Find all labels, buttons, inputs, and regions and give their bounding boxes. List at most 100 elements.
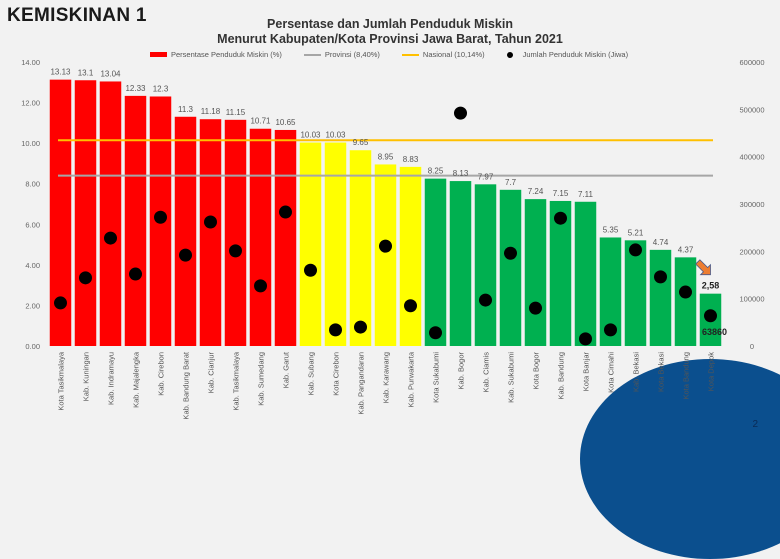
slide-number: 2 xyxy=(752,419,758,430)
bar-data-label: 9.65 xyxy=(353,138,369,147)
bar xyxy=(649,249,672,346)
bar-data-label: 12.33 xyxy=(125,84,146,93)
bar-data-label: 13.04 xyxy=(100,69,121,78)
x-category-label: Kab. Cirebon xyxy=(157,352,166,396)
bar xyxy=(574,201,597,346)
scatter-point xyxy=(129,267,142,281)
x-category-label: Kota Sukabumi xyxy=(432,352,441,403)
bar-data-label: 11.15 xyxy=(226,108,246,117)
y-left-tick-label: 2.00 xyxy=(25,301,40,310)
bar xyxy=(549,200,572,346)
y-left-tick-label: 4.00 xyxy=(25,261,40,270)
x-category-label: Kab. Bogor xyxy=(457,352,466,390)
bar xyxy=(49,79,72,347)
x-category-label: Kab. Ciamis xyxy=(482,352,491,393)
bar-data-label: 7.15 xyxy=(553,189,569,198)
x-category-label: Kota Bekasi xyxy=(657,352,666,392)
bar xyxy=(274,129,297,346)
scatter-point xyxy=(429,326,442,340)
bar xyxy=(424,178,447,346)
bar-data-label: 8.25 xyxy=(428,167,444,176)
page-title: KEMISKINAN 1 xyxy=(7,5,147,26)
y-left-tick-label: 6.00 xyxy=(25,220,40,229)
scatter-point xyxy=(604,323,617,337)
bar-data-label: 10.71 xyxy=(250,117,271,126)
bar xyxy=(174,116,197,347)
scatter-point xyxy=(529,301,542,315)
y-right-tick-label: 200000 xyxy=(739,247,764,256)
chart-title-line-2: Menurut Kabupaten/Kota Provinsi Jawa Bar… xyxy=(217,32,563,46)
x-category-label: Kab. Purwakarta xyxy=(407,351,416,407)
bar-data-label: 7.97 xyxy=(478,172,494,181)
bar-data-label: 5.21 xyxy=(628,228,644,237)
bar-data-label: 7.24 xyxy=(528,187,544,196)
highlight-arrow-icon xyxy=(695,259,711,276)
legend-bar-swatch xyxy=(150,52,167,57)
scatter-point xyxy=(54,296,67,310)
legend-dot-swatch xyxy=(506,51,513,58)
arrow-shape xyxy=(695,259,711,276)
x-category-label: Kab. Sukabumi xyxy=(507,352,516,403)
bar-data-label: 4.74 xyxy=(653,238,669,247)
bar-data-label: 11.18 xyxy=(201,107,221,116)
bar-data-label: 10.03 xyxy=(325,131,346,140)
y-left-tick-label: 14.00 xyxy=(21,58,40,67)
y-right-tick-label: 500000 xyxy=(739,105,764,114)
bar-data-label: 8.13 xyxy=(453,169,469,178)
bar-data-label: 7.7 xyxy=(505,178,517,187)
point-annotation-label: 63860 xyxy=(702,327,727,337)
bar xyxy=(624,240,647,346)
scatter-point xyxy=(304,263,317,277)
bar xyxy=(599,237,622,346)
bar-data-label: 10.65 xyxy=(275,118,296,127)
y-left-tick-label: 10.00 xyxy=(21,139,40,148)
x-category-label: Kab. Cianjur xyxy=(207,352,216,394)
scatter-point xyxy=(504,246,517,260)
x-category-label: Kota Tasikmalaya xyxy=(57,351,66,410)
x-category-label: Kota Banjar xyxy=(582,352,591,392)
bar-data-label: 12.3 xyxy=(153,84,169,93)
scatter-point xyxy=(554,211,567,225)
bar-data-label: 8.95 xyxy=(378,152,394,161)
scatter-point xyxy=(654,270,667,284)
x-category-label: Kab. Pangandaran xyxy=(357,352,366,415)
legend-label: Jumlah Penduduk Miskin (Jiwa) xyxy=(522,50,629,59)
bar-data-label: 2,58 xyxy=(702,281,720,291)
scatter-point xyxy=(279,205,292,219)
bar xyxy=(399,166,422,346)
bar xyxy=(199,119,222,346)
bar xyxy=(674,257,697,346)
legend-item-nasional: Nasional (10,14%) xyxy=(401,50,485,59)
bar xyxy=(324,142,347,346)
y-left-tick-label: 12.00 xyxy=(21,99,40,108)
bar xyxy=(124,95,147,347)
bar-data-label: 7.11 xyxy=(578,190,594,199)
bar-data-label: 11.3 xyxy=(178,105,194,114)
x-category-label: Kab. Bekasi xyxy=(632,352,641,392)
scatter-point xyxy=(354,320,367,334)
y-right-tick-label: 0 xyxy=(750,342,754,351)
legend-label: Provinsi (8,40%) xyxy=(324,50,380,59)
x-category-label: Kota Cirebon xyxy=(332,352,341,396)
x-category-label: Kab. Tasikmalaya xyxy=(232,351,241,410)
legend-item-percentage: Persentase Penduduk Miskin (%) xyxy=(150,50,282,59)
scatter-point xyxy=(679,285,692,299)
bar xyxy=(99,81,122,346)
legend-item-jumlah: Jumlah Penduduk Miskin (Jiwa) xyxy=(506,50,629,59)
x-category-label: Kab. Indramayu xyxy=(107,352,116,405)
bar xyxy=(299,142,322,346)
scatter-point xyxy=(204,215,217,229)
x-category-label: Kab. Bandung Barat xyxy=(182,351,191,419)
bar xyxy=(449,181,472,346)
legend-label: Nasional (10,14%) xyxy=(422,50,485,59)
x-category-label: Kab. Kuningan xyxy=(82,352,91,401)
y-left-tick-label: 8.00 xyxy=(25,180,40,189)
x-category-label: Kab. Majalengka xyxy=(132,351,141,408)
bar-data-label: 5.35 xyxy=(603,225,619,234)
bar xyxy=(499,189,522,346)
chart-title: Persentase dan Jumlah Penduduk Miskin Me… xyxy=(190,17,590,47)
scatter-point xyxy=(629,243,642,257)
x-category-label: Kab. Karawang xyxy=(382,352,391,403)
y-left-tick-label: 0.00 xyxy=(25,342,40,351)
x-category-label: Kab. Sumedang xyxy=(257,352,266,406)
